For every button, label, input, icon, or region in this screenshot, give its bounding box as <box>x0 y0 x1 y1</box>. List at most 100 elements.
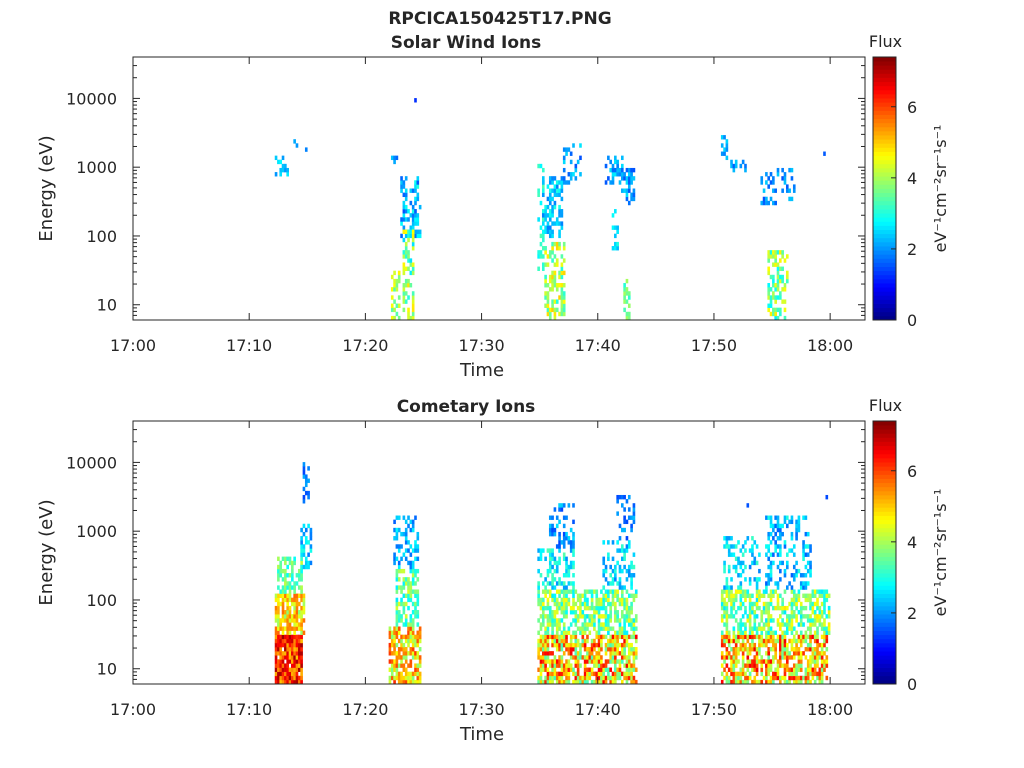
flux-cell <box>555 663 559 668</box>
flux-cell <box>762 659 766 664</box>
flux-cell <box>395 601 399 607</box>
colorbar-segment <box>873 155 896 161</box>
flux-cell <box>558 274 561 280</box>
flux-cell <box>779 274 782 280</box>
flux-cell <box>586 659 589 664</box>
flux-cell <box>407 209 410 214</box>
flux-cell <box>546 626 550 631</box>
flux-cell <box>744 610 747 615</box>
flux-cell <box>590 589 594 594</box>
flux-cell <box>621 167 624 173</box>
flux-cell <box>753 655 757 660</box>
flux-cell <box>395 311 399 317</box>
flux-cell <box>284 663 287 668</box>
flux-cell <box>804 630 808 635</box>
flux-cell <box>555 622 559 627</box>
flux-cell <box>755 614 759 619</box>
flux-cell <box>600 663 603 668</box>
flux-cell <box>630 573 633 578</box>
flux-cell <box>806 618 810 623</box>
flux-cell <box>302 605 306 611</box>
flux-cell <box>760 638 764 644</box>
flux-cell <box>393 626 396 631</box>
colorbar-segment <box>873 494 896 500</box>
flux-cell <box>779 638 782 644</box>
flux-cell <box>579 155 582 161</box>
flux-cell <box>739 671 743 677</box>
flux-cell <box>627 494 631 500</box>
flux-cell <box>621 651 624 656</box>
flux-cell <box>804 585 808 590</box>
flux-cell <box>630 527 633 533</box>
flux-cell <box>634 589 638 594</box>
colorbar-segment <box>873 122 896 128</box>
flux-cell <box>300 663 303 668</box>
flux-cell <box>825 634 829 640</box>
flux-cell <box>774 531 777 537</box>
flux-cell <box>400 659 403 664</box>
flux-cell <box>539 552 543 557</box>
colorbar-segment <box>873 482 896 488</box>
flux-cell <box>760 626 764 631</box>
colorbar-segment <box>873 499 896 504</box>
flux-cell <box>297 642 301 648</box>
flux-cell <box>562 585 566 590</box>
flux-cell <box>816 626 819 631</box>
flux-cell <box>818 614 822 619</box>
flux-cell <box>623 634 626 640</box>
flux-cell <box>802 552 805 557</box>
flux-cell <box>802 540 805 545</box>
flux-cell <box>804 638 808 644</box>
flux-cell <box>546 311 550 317</box>
flux-cell <box>293 626 296 631</box>
flux-cell <box>602 622 606 627</box>
flux-cell <box>537 593 540 598</box>
flux-cell <box>769 634 773 640</box>
flux-cell <box>625 618 629 623</box>
flux-cell <box>291 679 294 685</box>
flux-cell <box>402 237 406 243</box>
flux-cell <box>725 610 729 615</box>
flux-cell <box>806 593 810 598</box>
flux-cell <box>411 601 415 607</box>
flux-cell <box>621 597 624 603</box>
flux-cell <box>572 560 575 566</box>
flux-cell <box>806 560 810 566</box>
flux-cell <box>820 679 824 685</box>
flux-cell <box>539 614 543 619</box>
flux-cell <box>548 213 552 218</box>
flux-cell <box>744 679 747 685</box>
flux-cell <box>411 626 415 631</box>
flux-cell <box>407 663 410 668</box>
flux-cell <box>304 536 308 541</box>
flux-cell <box>630 671 633 677</box>
colorbar-segment <box>873 139 896 144</box>
flux-cell <box>783 642 787 648</box>
x-tick-label: 17:20 <box>342 336 388 355</box>
flux-cell <box>576 663 580 668</box>
flux-cell <box>291 560 294 566</box>
flux-cell <box>395 659 399 664</box>
flux-cell <box>779 679 782 685</box>
flux-cell <box>595 655 599 660</box>
flux-cell <box>809 663 812 668</box>
flux-cell <box>411 188 415 193</box>
flux-cell <box>548 568 552 574</box>
flux-cell <box>625 568 629 574</box>
flux-cell <box>548 229 552 234</box>
flux-cell <box>583 659 587 664</box>
flux-cell <box>730 577 733 582</box>
flux-cell <box>602 556 606 562</box>
flux-cell <box>730 614 733 619</box>
flux-cell <box>548 200 552 206</box>
flux-cell <box>581 655 585 660</box>
flux-cell <box>548 527 552 533</box>
flux-cell <box>546 196 550 202</box>
flux-cell <box>611 679 615 685</box>
flux-cell <box>785 679 789 685</box>
flux-cell <box>560 311 564 317</box>
flux-cell <box>416 192 420 198</box>
flux-cell <box>614 667 617 672</box>
flux-cell <box>565 610 568 615</box>
flux-cell <box>725 630 729 635</box>
